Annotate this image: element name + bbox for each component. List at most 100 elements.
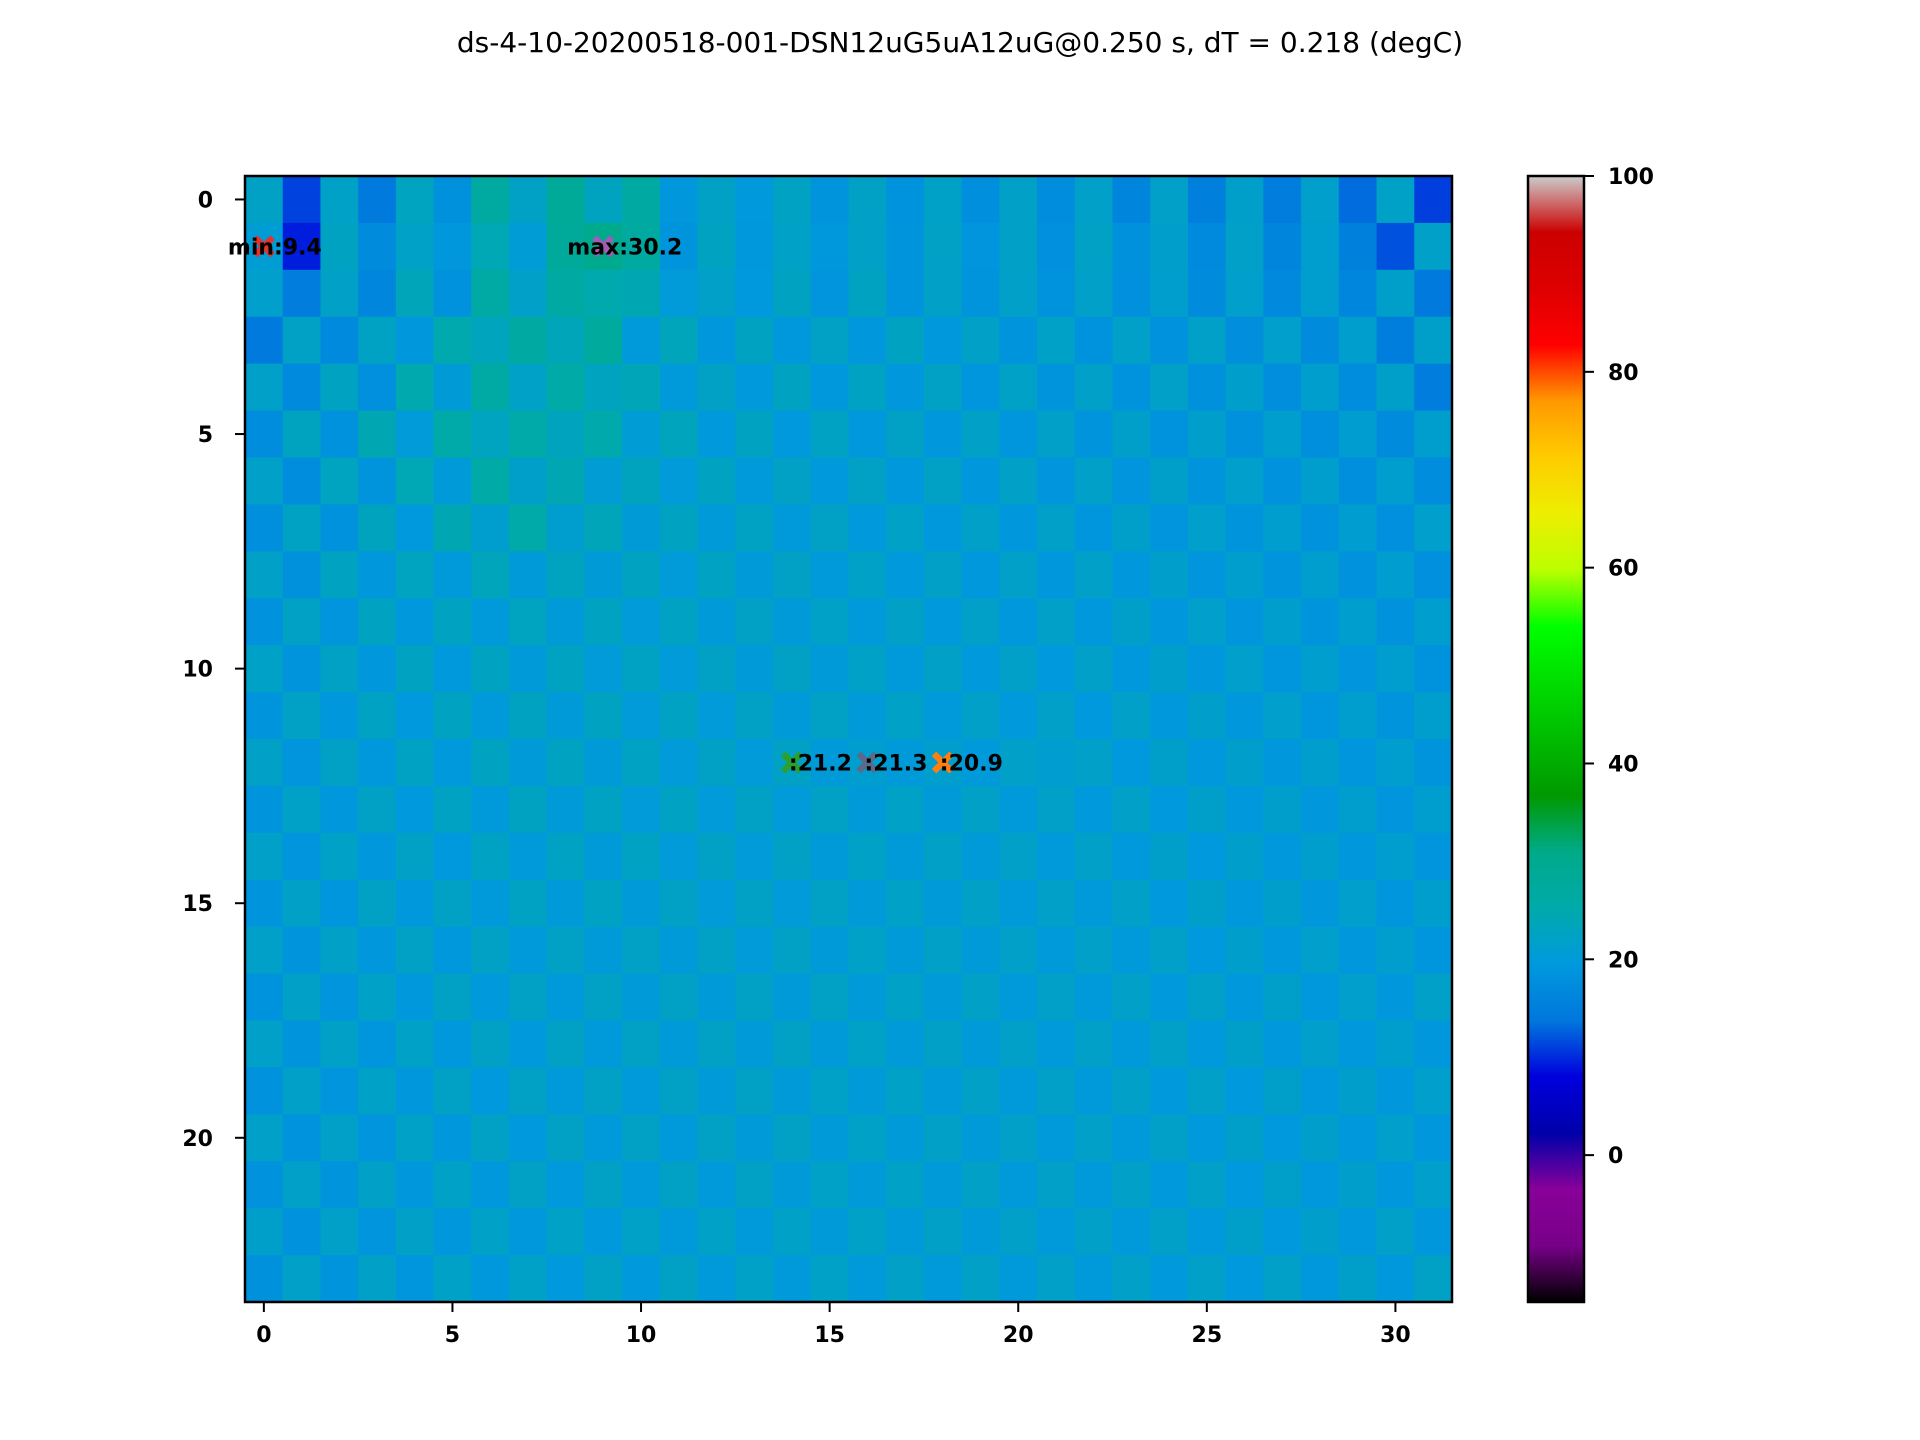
heatmap-cell: [433, 832, 472, 881]
heatmap-cell: [1263, 316, 1302, 365]
heatmap-cell: [810, 363, 850, 412]
heatmap-cell: [471, 176, 510, 224]
heatmap-cell: [622, 1208, 661, 1256]
heatmap-cell: [546, 973, 586, 1022]
heatmap-cell: [1414, 1020, 1453, 1069]
heatmap-cell: [923, 176, 963, 224]
heatmap-cell: [773, 832, 812, 881]
heatmap-cell: [1112, 457, 1151, 506]
heatmap-cell: [999, 785, 1038, 834]
heatmap-cell: [773, 504, 812, 552]
heatmap-cell: [810, 832, 850, 881]
heatmap-cell: [1037, 739, 1076, 787]
heatmap-cell: [697, 598, 736, 646]
heatmap-cell: [810, 457, 850, 506]
heatmap-cell: [659, 926, 699, 975]
heatmap-cell: [659, 363, 699, 412]
heatmap-cell: [1150, 645, 1189, 693]
heatmap-cell: [923, 598, 963, 646]
plot-frame: [243, 174, 1454, 1304]
heatmap-cell: [1263, 739, 1302, 787]
heatmap-cell: [773, 598, 812, 646]
heatmap-cell: [886, 363, 925, 412]
heatmap-cell: [697, 1208, 736, 1256]
heatmap-cell: [735, 1255, 774, 1303]
heatmap-cell: [584, 457, 623, 506]
heatmap-cell: [1112, 1020, 1151, 1069]
heatmap-cell: [1187, 222, 1227, 271]
colorbar-ticks: 0 20 40 60 80 100: [1584, 165, 1654, 1169]
heatmap-cell: [1263, 832, 1302, 881]
heatmap-cell: [622, 316, 661, 365]
heatmap-cell: [320, 692, 359, 740]
heatmap-cell: [1414, 1208, 1453, 1256]
heatmap-cell: [320, 598, 359, 646]
heatmap-cell: [697, 739, 736, 787]
heatmap-cell: [622, 551, 661, 599]
heatmap-cell: [584, 785, 623, 834]
heatmap-cell: [358, 504, 397, 552]
heatmap-cell: [697, 1114, 736, 1162]
heatmap-cell: [1376, 457, 1415, 506]
heatmap-cell: [245, 504, 284, 552]
heatmap-cell: [1037, 410, 1076, 459]
y-tick-label: 0: [198, 188, 213, 213]
heatmap-cell: [735, 222, 774, 271]
heatmap-cell: [1187, 973, 1227, 1022]
heatmap-cell: [886, 410, 925, 459]
heatmap-cell: [810, 1114, 850, 1162]
heatmap-cell: [509, 739, 548, 787]
heatmap-cell: [1150, 598, 1189, 646]
heatmap-cell: [584, 504, 623, 552]
heatmap-cell: [320, 551, 359, 599]
heatmap-cell: [584, 926, 623, 975]
heatmap-cell: [659, 504, 699, 552]
heatmap-cell: [1338, 1067, 1378, 1115]
heatmap-cell: [1225, 457, 1265, 506]
heatmap-cell: [245, 692, 284, 740]
heatmap-cell: [1338, 1114, 1378, 1162]
heatmap-cell: [886, 269, 925, 318]
heatmap-cell: [923, 316, 963, 365]
heatmap-cell: [358, 551, 397, 599]
heatmap-cell: [358, 973, 397, 1022]
heatmap-cell: [584, 879, 623, 928]
heatmap-cell: [433, 1208, 472, 1256]
heatmap-cell: [1187, 176, 1227, 224]
heatmap-cell: [999, 692, 1038, 740]
heatmap-cell: [282, 551, 322, 599]
heatmap-cell: [923, 645, 963, 693]
heatmap-cell: [848, 269, 887, 318]
heatmap-cell: [358, 785, 397, 834]
heatmap-cell: [961, 1208, 1000, 1256]
heatmap-cell: [622, 410, 661, 459]
heatmap-cell: [886, 1067, 925, 1115]
heatmap-cell: [471, 1208, 510, 1256]
heatmap-cell: [433, 176, 472, 224]
heatmap-cell: [1376, 504, 1415, 552]
heatmap-cell: [810, 504, 850, 552]
heatmap-cell: [886, 551, 925, 599]
heatmap-cell: [999, 598, 1038, 646]
heatmap-cell: [509, 504, 548, 552]
x-tick-label: 20: [1003, 1323, 1034, 1348]
heatmap-cell: [886, 1161, 925, 1209]
heatmap-cell: [245, 1020, 284, 1069]
heatmap-cell: [320, 1067, 359, 1115]
heatmap-cell: [697, 176, 736, 224]
heatmap-cell: [1376, 832, 1415, 881]
heatmap-cell: [1225, 1067, 1265, 1115]
heatmap-cell: [320, 269, 359, 318]
heatmap-cell: [320, 739, 359, 787]
heatmap-cell: [1074, 504, 1114, 552]
heatmap-cell: [622, 363, 661, 412]
heatmap-cell: [1414, 739, 1453, 787]
heatmap-cell: [810, 316, 850, 365]
heatmap-cell: [433, 692, 472, 740]
heatmap-cell: [471, 598, 510, 646]
heatmap-cell: [509, 1161, 548, 1209]
heatmap-cell: [471, 316, 510, 365]
heatmap-cell: [358, 832, 397, 881]
heatmap-cell: [735, 363, 774, 412]
heatmap-cell: [923, 1208, 963, 1256]
